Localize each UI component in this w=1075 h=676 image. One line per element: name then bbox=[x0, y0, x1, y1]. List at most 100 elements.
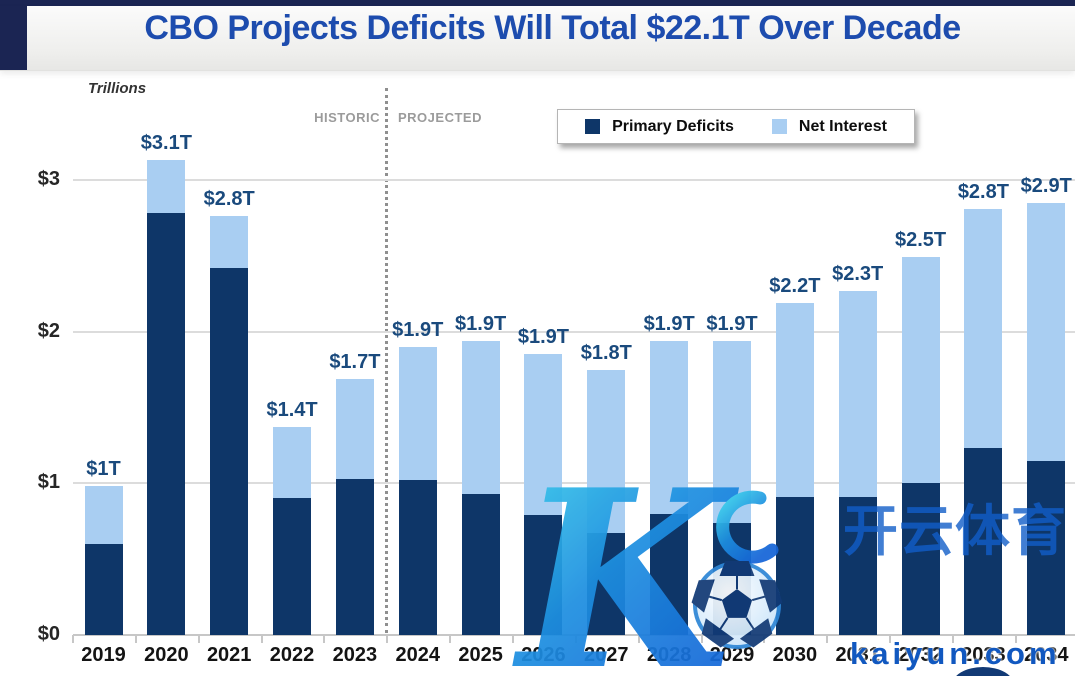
x-axis-label-2034: 2034 bbox=[1024, 644, 1069, 666]
bar-2033-total-label: $2.8T bbox=[957, 180, 1009, 203]
bar-2020-primary-segment bbox=[147, 213, 186, 635]
y-axis-label-$1: $1 bbox=[37, 471, 60, 494]
primary-deficits-swatch bbox=[585, 119, 601, 134]
bar-2034-interest-segment bbox=[1027, 202, 1066, 461]
x-axis-tick bbox=[637, 635, 640, 643]
title-band-left-accent bbox=[0, 6, 27, 70]
bar-2026-interest-segment bbox=[524, 354, 563, 516]
x-axis-tick bbox=[323, 635, 326, 643]
bar-2019-interest-segment bbox=[84, 486, 123, 544]
bar-2021-primary-segment bbox=[210, 267, 249, 635]
x-axis-tick bbox=[197, 635, 200, 643]
bar-2024-primary-segment bbox=[398, 480, 437, 635]
x-axis-label-2030: 2030 bbox=[772, 644, 818, 666]
bar-2020-interest-segment bbox=[147, 160, 186, 214]
top-navy-strip bbox=[0, 0, 1075, 6]
bar-2028-interest-segment bbox=[650, 340, 689, 514]
x-axis-label-2024: 2024 bbox=[395, 644, 441, 666]
x-axis-tick bbox=[951, 635, 954, 643]
legend-label-primary: Primary Deficits bbox=[612, 117, 734, 135]
bar-2027-primary-segment bbox=[587, 533, 626, 635]
bar-2030-primary-segment bbox=[775, 496, 814, 635]
x-axis-tick bbox=[134, 635, 137, 643]
y-axis-label-$3: $3 bbox=[37, 167, 60, 190]
legend-label-interest: Net Interest bbox=[798, 117, 887, 135]
watermark-cjk-text: 开云体育 bbox=[843, 500, 1068, 562]
watermark-domain-text: kaiyun.com bbox=[850, 636, 1061, 671]
bar-2019-total-label: $1T bbox=[86, 458, 121, 481]
axis-units-label: Trillions bbox=[88, 80, 147, 97]
legend: Primary Deficits Net Interest bbox=[557, 109, 915, 144]
bar-2023-total-label: $1.7T bbox=[329, 350, 381, 373]
x-axis-tick bbox=[511, 635, 514, 643]
x-axis-tick bbox=[826, 635, 829, 643]
x-axis-label-2027: 2027 bbox=[584, 644, 629, 666]
bar-2030-total-label: $2.2T bbox=[769, 274, 821, 297]
x-axis-tick bbox=[260, 635, 263, 643]
historic-label: HISTORIC bbox=[314, 110, 380, 125]
bar-2033-primary-segment bbox=[964, 448, 1003, 635]
bar-2028-primary-segment bbox=[650, 513, 689, 635]
bar-2026-total-label: $1.9T bbox=[517, 326, 570, 349]
x-axis-label-2021: 2021 bbox=[206, 644, 252, 666]
bar-2022-primary-segment bbox=[273, 498, 312, 635]
bar-2022-total-label: $1.4T bbox=[266, 399, 318, 422]
bar-2025-total-label: $1.9T bbox=[455, 312, 507, 335]
x-axis-label-2019: 2019 bbox=[81, 644, 126, 666]
bar-2022-interest-segment bbox=[273, 427, 312, 499]
bar-2026-primary-segment bbox=[524, 515, 563, 635]
projected-label: PROJECTED bbox=[398, 110, 482, 125]
bar-2031-total-label: $2.3T bbox=[832, 262, 884, 285]
x-axis-tick bbox=[72, 635, 74, 643]
x-axis-line bbox=[73, 634, 1075, 636]
bar-2029-total-label: $1.9T bbox=[706, 312, 758, 335]
x-axis-tick bbox=[386, 635, 389, 643]
gridline-$3 bbox=[73, 178, 1075, 181]
bar-2019-primary-segment bbox=[84, 543, 123, 635]
x-axis-tick bbox=[574, 635, 577, 643]
bar-2024-total-label: $1.9T bbox=[392, 318, 444, 341]
bar-2034-primary-segment bbox=[1027, 460, 1066, 635]
x-axis-label-2033: 2033 bbox=[961, 644, 1006, 666]
x-axis-tick bbox=[889, 635, 892, 643]
x-axis-label-2029: 2029 bbox=[709, 644, 755, 666]
bar-2032-primary-segment bbox=[901, 483, 940, 635]
bar-2031-primary-segment bbox=[838, 496, 877, 635]
bar-2034-total-label: $2.9T bbox=[1020, 174, 1072, 197]
x-axis-label-2026: 2026 bbox=[521, 644, 566, 666]
bar-2021-total-label: $2.8T bbox=[203, 188, 255, 211]
page-title: CBO Projects Deficits Will Total $22.1T … bbox=[144, 9, 961, 47]
x-axis-label-2028: 2028 bbox=[646, 644, 692, 666]
bar-2023-primary-segment bbox=[335, 478, 374, 635]
x-axis-tick bbox=[700, 635, 703, 643]
x-axis-tick bbox=[1014, 635, 1017, 643]
bar-2024-interest-segment bbox=[398, 346, 437, 481]
historic-projected-divider bbox=[385, 88, 388, 633]
bar-2027-interest-segment bbox=[587, 369, 626, 534]
watermark-ellipse bbox=[952, 667, 1014, 676]
bar-2032-interest-segment bbox=[901, 257, 940, 484]
bar-2021-interest-segment bbox=[210, 216, 249, 268]
y-axis-label-$2: $2 bbox=[37, 319, 60, 342]
x-axis-label-2025: 2025 bbox=[458, 644, 503, 666]
bar-2032-total-label: $2.5T bbox=[894, 229, 947, 252]
x-axis-label-2022: 2022 bbox=[269, 644, 315, 666]
bar-2030-interest-segment bbox=[775, 302, 814, 497]
bar-2029-interest-segment bbox=[713, 340, 751, 523]
bar-2029-primary-segment bbox=[713, 522, 751, 635]
x-axis-tick bbox=[763, 635, 766, 643]
x-axis-tick bbox=[449, 635, 452, 643]
bar-2025-primary-segment bbox=[461, 493, 500, 635]
x-axis-label-2032: 2032 bbox=[898, 644, 943, 666]
bar-2027-total-label: $1.8T bbox=[580, 341, 632, 364]
y-axis-label-$0: $0 bbox=[37, 623, 60, 645]
x-axis-label-2020: 2020 bbox=[144, 644, 189, 666]
bar-2031-interest-segment bbox=[838, 290, 877, 497]
x-axis-label-2031: 2031 bbox=[835, 644, 880, 666]
gridline-$1 bbox=[73, 482, 1075, 485]
x-axis-label-2023: 2023 bbox=[332, 644, 378, 666]
bar-2028-total-label: $1.9T bbox=[643, 312, 695, 335]
bar-2033-interest-segment bbox=[964, 208, 1003, 449]
title-band: CBO Projects Deficits Will Total $22.1T … bbox=[0, 6, 1075, 71]
